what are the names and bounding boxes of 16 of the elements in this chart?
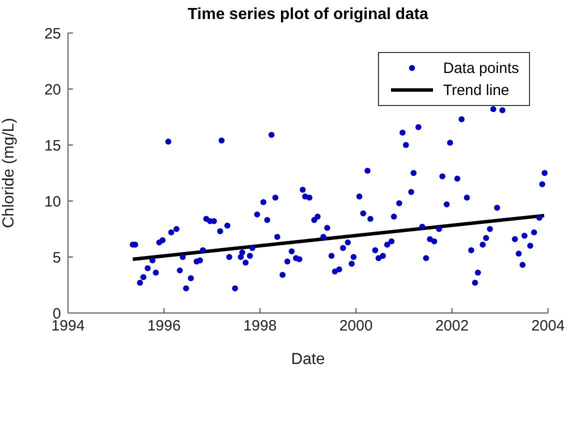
y-tick-label: 5: [52, 249, 61, 266]
x-axis-title: Date: [291, 351, 325, 368]
x-tick-label: 2002: [435, 318, 469, 335]
legend-label: Trend line: [443, 82, 510, 98]
y-tick-label: 10: [44, 193, 61, 210]
x-tick-label: 2004: [531, 318, 565, 335]
x-tick-label: 1996: [147, 318, 181, 335]
chart-title: Time series plot of original data: [186, 6, 430, 24]
y-tick-label: 25: [44, 25, 61, 42]
legend-label: Data points: [443, 60, 519, 76]
y-tick-label: 15: [44, 137, 61, 154]
x-tick-label: 1994: [51, 318, 85, 335]
y-tick-label: 20: [44, 81, 61, 98]
x-tick-label: 2000: [339, 318, 373, 335]
y-axis-title: Chloride (mg/L): [0, 118, 18, 228]
x-tick-label: 1998: [243, 318, 277, 335]
